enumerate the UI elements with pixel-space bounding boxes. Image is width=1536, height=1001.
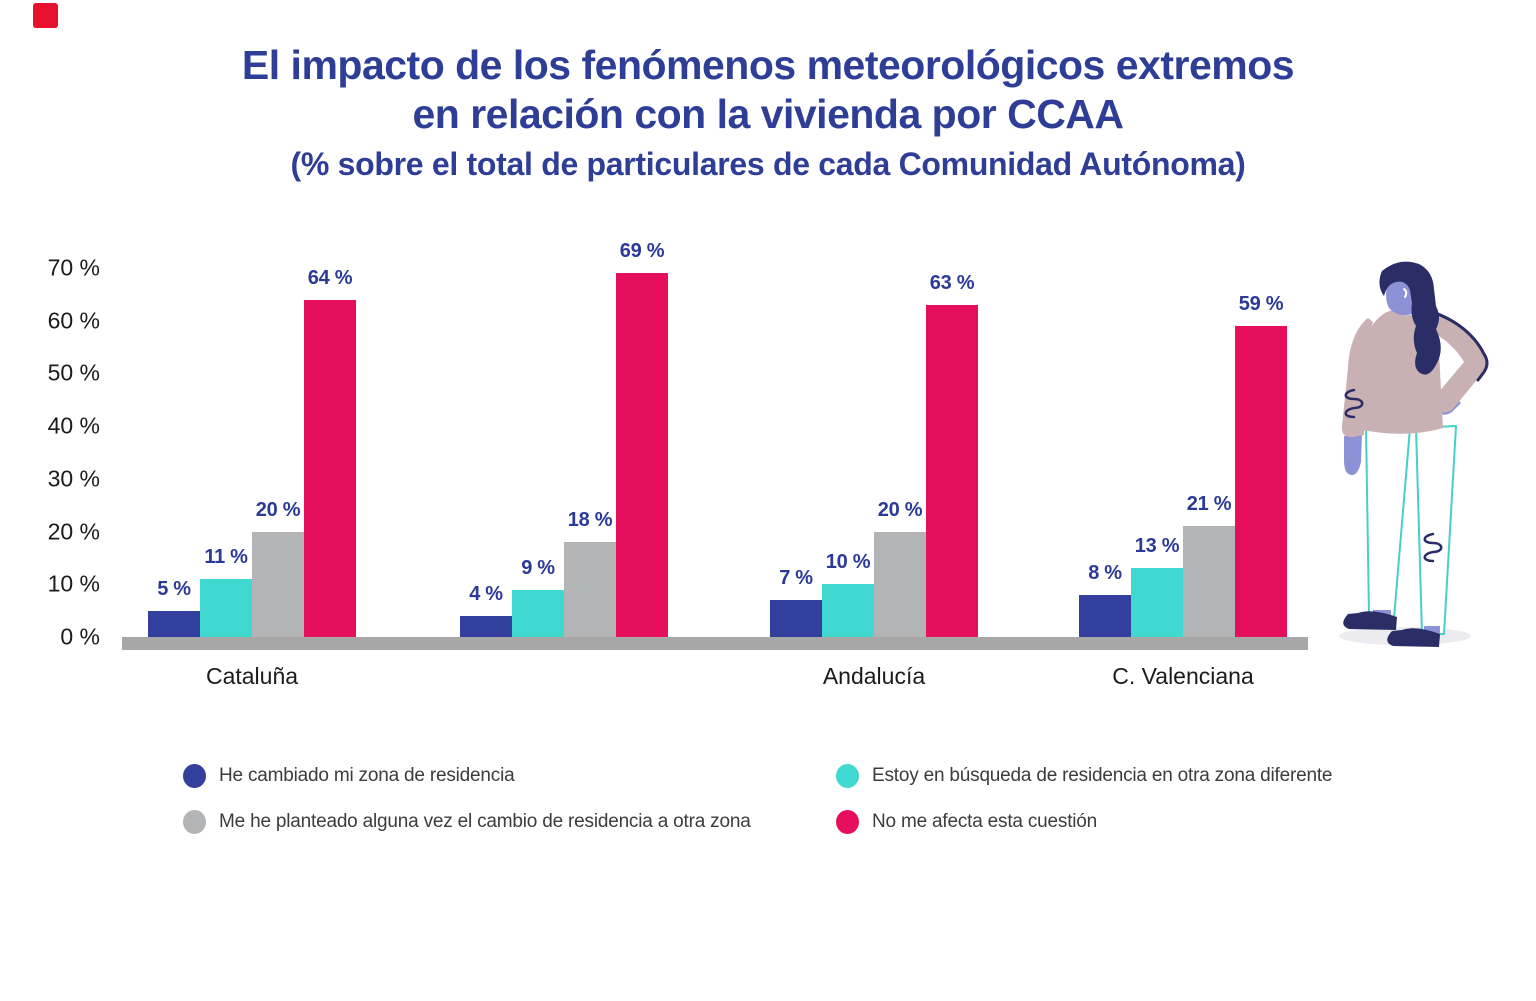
bar-value-label: 10 % xyxy=(825,551,871,574)
x-axis-category: Andalucía xyxy=(822,663,926,689)
person-eye xyxy=(1403,288,1408,298)
corner-brand-mark xyxy=(33,3,58,28)
page-subtitle: (% sobre el total de particulares de cad… xyxy=(290,146,1246,182)
bar-group1-series4 xyxy=(304,299,356,637)
y-axis-tick: 10 % xyxy=(47,570,100,597)
bar-group4-series4 xyxy=(1235,325,1287,637)
bar-group2-series1 xyxy=(460,615,512,637)
person-sleeve xyxy=(1341,318,1373,438)
person-illustration xyxy=(1339,261,1489,647)
bar-group2-series3 xyxy=(564,542,616,637)
person-arm-accent xyxy=(1424,308,1489,382)
person-leg xyxy=(1415,425,1457,635)
bar-group3-series1 xyxy=(770,600,822,637)
y-axis-tick: 0 % xyxy=(60,623,100,650)
bar-value-label: 4 % xyxy=(469,582,503,605)
page-title-line2: en relación con la vivienda por CCAA xyxy=(412,91,1124,137)
bar-group3-series3 xyxy=(874,531,926,637)
bar-group3-series4 xyxy=(926,304,978,637)
y-axis-tick: 40 % xyxy=(47,412,100,439)
person-shoe xyxy=(1387,628,1440,647)
bar-value-label: 18 % xyxy=(567,509,613,532)
bar-group1-series1 xyxy=(148,610,200,637)
person-shoe xyxy=(1343,611,1397,630)
bar-value-label: 8 % xyxy=(1088,561,1122,584)
y-axis-tick: 20 % xyxy=(47,518,100,545)
bar-group4-series3 xyxy=(1183,526,1235,637)
bar-value-label: 59 % xyxy=(1238,292,1284,315)
person-knee-squiggle xyxy=(1423,532,1443,563)
bar-value-label: 13 % xyxy=(1134,535,1180,558)
bar-value-label: 7 % xyxy=(779,567,813,590)
bar-group3-series2 xyxy=(822,584,874,637)
x-axis-category: C. Valenciana xyxy=(1112,663,1254,689)
page-title-line1: El impacto de los fenómenos meteorológic… xyxy=(241,42,1295,88)
person-leg xyxy=(1365,425,1411,619)
bar-group2-series2 xyxy=(512,589,564,637)
bar-value-label: 11 % xyxy=(204,546,248,568)
bar-value-label: 20 % xyxy=(255,498,301,521)
person-cuff-squiggle xyxy=(1344,388,1364,419)
y-axis-tick: 30 % xyxy=(47,465,100,492)
person-arm xyxy=(1416,307,1488,413)
x-axis-line xyxy=(122,637,1308,650)
bar-value-label: 9 % xyxy=(521,556,555,579)
bar-value-label: 5 % xyxy=(157,577,191,600)
bar-group1-series2 xyxy=(200,579,252,637)
bar-group2-series4 xyxy=(616,273,668,637)
y-axis-tick: 50 % xyxy=(47,359,100,386)
person-hair xyxy=(1379,261,1441,375)
bar-value-label: 63 % xyxy=(929,271,975,294)
bar-group1-series3 xyxy=(252,531,304,637)
y-axis-tick: 60 % xyxy=(47,307,100,334)
x-axis-category: Cataluña xyxy=(205,663,299,689)
bar-group4-series2 xyxy=(1131,568,1183,637)
bar-value-label: 20 % xyxy=(877,498,923,521)
person-hand xyxy=(1344,434,1362,476)
y-axis-tick: 70 % xyxy=(47,254,100,281)
bar-value-label: 69 % xyxy=(619,240,665,263)
bar-group4-series1 xyxy=(1079,594,1131,637)
bar-value-label: 21 % xyxy=(1186,493,1232,516)
bar-value-label: 64 % xyxy=(307,266,353,289)
